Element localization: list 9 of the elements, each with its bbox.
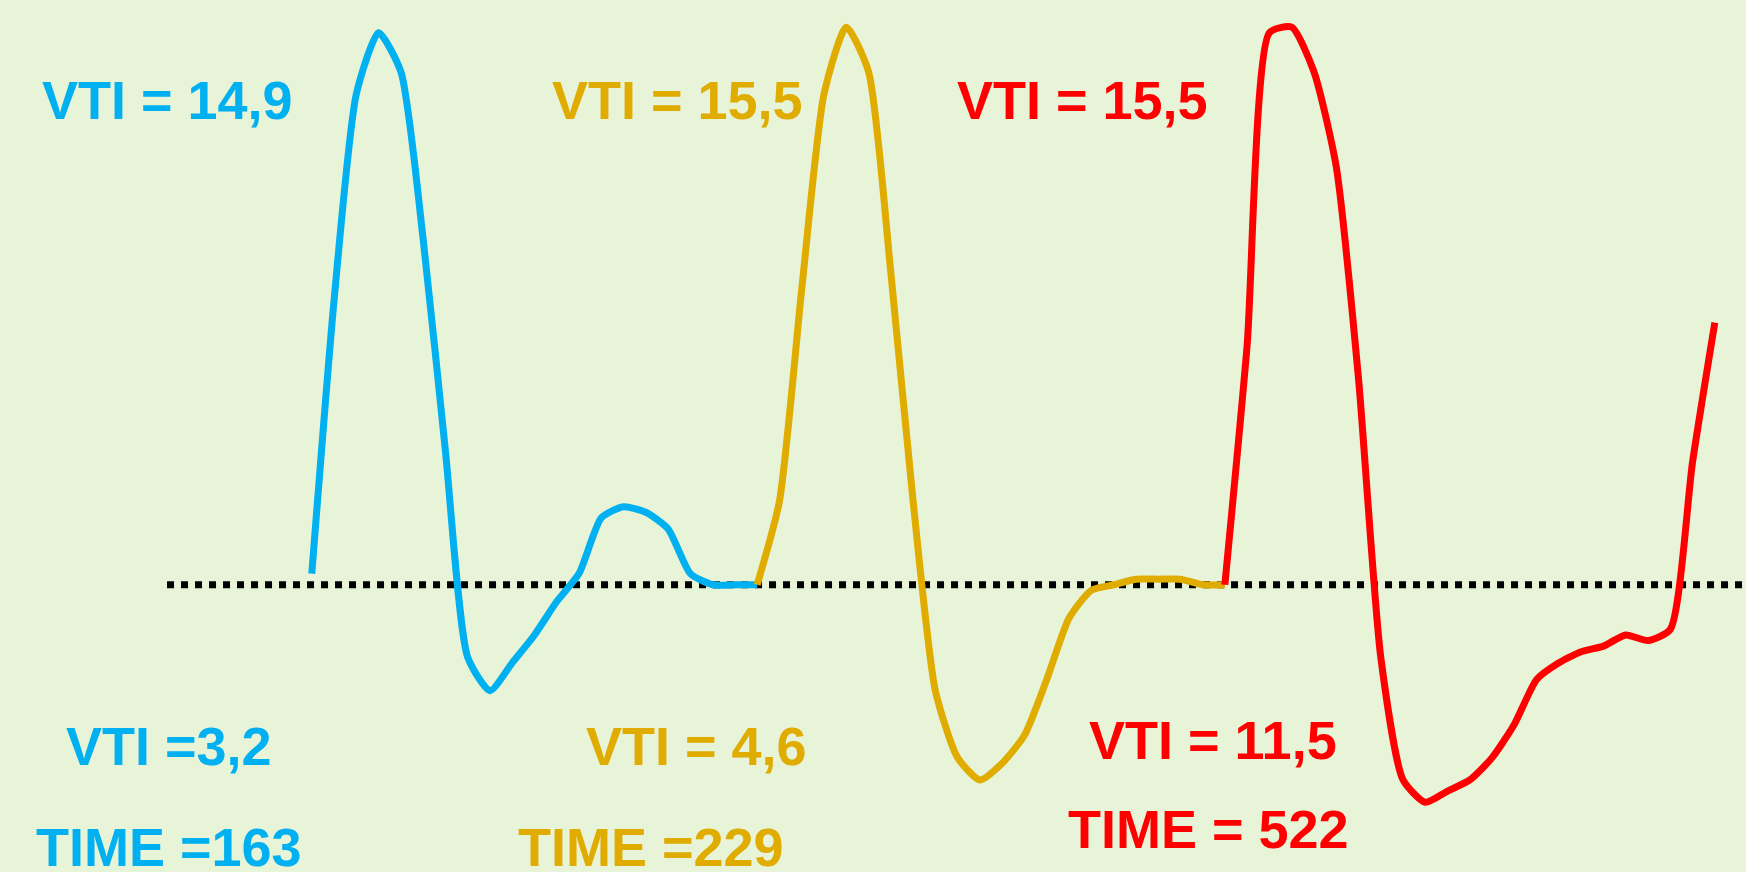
annotation: VTI = 14,9 [42,70,293,130]
annotation: VTI = 4,6 [586,716,807,776]
annotation: TIME = 522 [1068,799,1349,859]
annotation: VTI = 15,5 [957,70,1208,130]
annotation: VTI = 15,5 [552,70,803,130]
text: TIME =163 [36,817,302,872]
text: TIME =229 [518,817,784,872]
annotation: VTI = 11,5 [1089,710,1337,770]
annotation: VTI =3,2 [66,716,272,776]
